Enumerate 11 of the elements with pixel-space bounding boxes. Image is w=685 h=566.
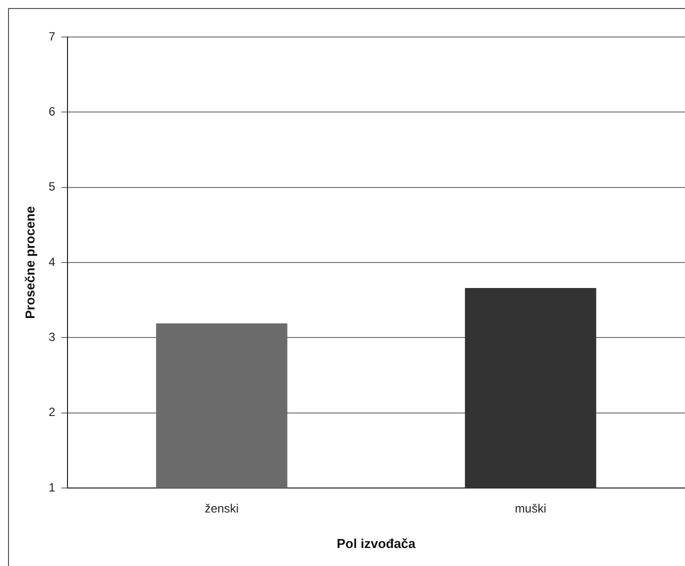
y-tick-label: 5	[48, 180, 56, 194]
y-tick-label: 2	[48, 405, 56, 420]
x-tick-label: ženski	[204, 502, 239, 516]
y-tick-label: 3	[48, 330, 56, 344]
y-tick-label: 6	[48, 104, 56, 118]
y-tick-label: 7	[48, 29, 56, 44]
x-axis-title: Pol izvođača	[336, 536, 416, 551]
y-axis-title: Prosečne procene	[22, 206, 38, 319]
y-tick-label: 4	[48, 254, 56, 269]
y-tick-label: 1	[48, 480, 56, 494]
x-tick-label: muški	[514, 502, 546, 516]
